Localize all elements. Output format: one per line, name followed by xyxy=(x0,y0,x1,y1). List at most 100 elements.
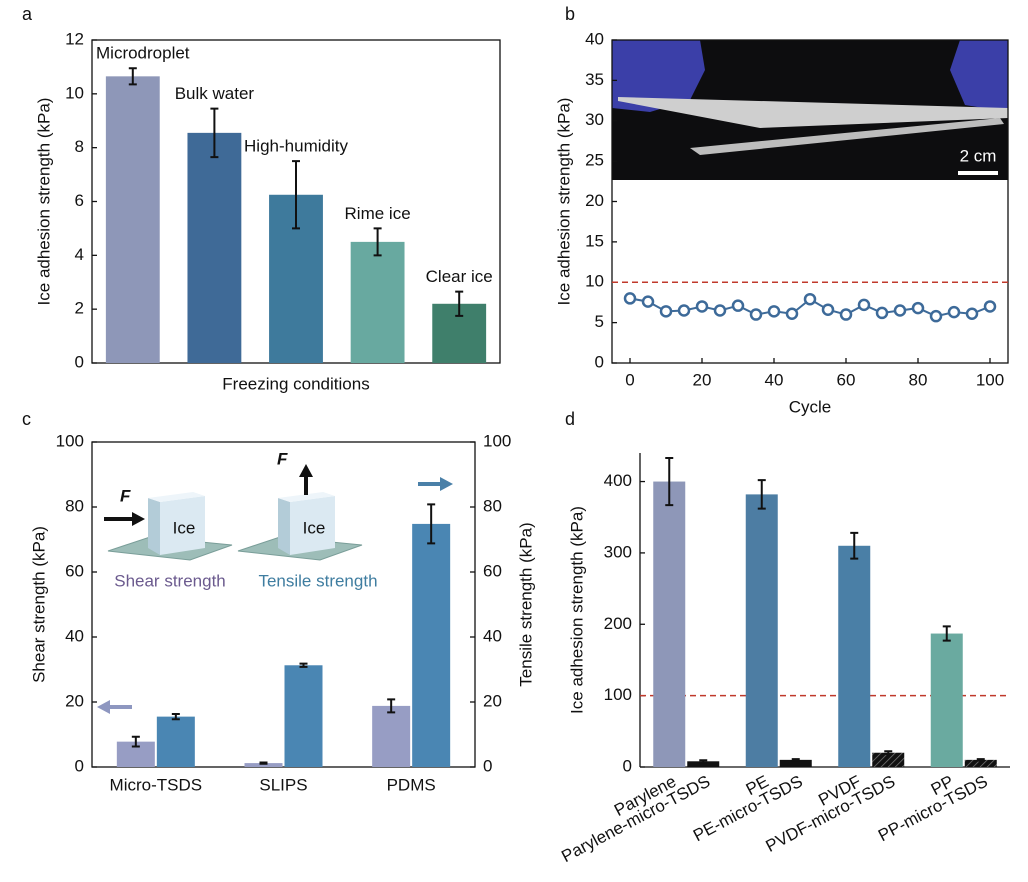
error-bar xyxy=(171,713,180,721)
y-tick-label: 0 xyxy=(595,352,604,371)
x-tick-label: 60 xyxy=(837,370,856,389)
bar xyxy=(964,759,997,767)
y-tick-label: 0 xyxy=(75,756,84,775)
bar xyxy=(872,752,905,767)
x-tick-label: PDMS xyxy=(387,775,436,794)
y-tick-label: 100 xyxy=(604,685,632,704)
error-bar xyxy=(976,758,985,762)
y-tick-label: 60 xyxy=(65,561,84,580)
y-axis-label: Ice adhesion strength (kPa) xyxy=(34,98,53,306)
marker xyxy=(749,308,763,321)
x-tick-label: 40 xyxy=(765,370,784,389)
marker xyxy=(893,304,907,317)
bar-annotation: Microdroplet xyxy=(96,44,190,63)
y2-tick-label: 80 xyxy=(483,496,502,515)
bar-annotation: Rime ice xyxy=(345,204,411,223)
y-tick-label: 100 xyxy=(56,431,84,450)
ice-label: Ice xyxy=(173,518,196,537)
y-axis-label: Ice adhesion strength (kPa) xyxy=(567,506,586,714)
y-tick-label: 30 xyxy=(585,110,604,129)
error-bar xyxy=(942,625,951,642)
y-tick-label: 5 xyxy=(595,312,604,331)
y-tick-label: 10 xyxy=(585,272,604,291)
y-tick-label: 20 xyxy=(585,191,604,210)
y-tick-label: 4 xyxy=(75,245,84,264)
bar xyxy=(745,494,778,767)
y-tick-label: 300 xyxy=(604,542,632,561)
scale-label: 2 cm xyxy=(960,146,997,165)
y2-tick-label: 60 xyxy=(483,561,502,580)
y-tick-label: 400 xyxy=(604,471,632,490)
marker xyxy=(947,305,961,319)
y2-tick-label: 40 xyxy=(483,626,502,645)
bar xyxy=(687,761,720,767)
error-bar xyxy=(292,160,300,230)
y-tick-label: 2 xyxy=(75,299,84,318)
marker xyxy=(929,309,943,323)
bar xyxy=(779,759,812,767)
marker xyxy=(659,305,673,318)
marker xyxy=(785,307,799,320)
y-tick-label: 40 xyxy=(585,29,604,48)
marker xyxy=(857,298,871,312)
marker xyxy=(965,307,979,320)
y-tick-label: 0 xyxy=(75,352,84,371)
bar xyxy=(930,633,963,767)
panel-letter: b xyxy=(565,4,575,24)
x-tick-label: Micro-TSDS xyxy=(110,775,203,794)
y-tick-label: 8 xyxy=(75,137,84,156)
error-bar xyxy=(427,503,436,545)
panel-letter: a xyxy=(22,4,33,24)
x-tick-label: 80 xyxy=(909,370,928,389)
marker xyxy=(731,299,745,312)
error-bar xyxy=(850,531,859,560)
bar xyxy=(244,763,283,767)
y-axis-label: Shear strength (kPa) xyxy=(29,526,48,683)
x-tick-label: SLIPS xyxy=(259,775,307,794)
bar xyxy=(350,241,405,363)
error-bar xyxy=(665,456,674,507)
error-bar xyxy=(210,107,219,159)
y2-tick-label: 100 xyxy=(483,431,511,450)
x-tick-label: 20 xyxy=(693,370,712,389)
photo-inset: 2 cm xyxy=(612,40,1008,180)
y-tick-label: 40 xyxy=(65,626,84,645)
bar-annotation: Bulk water xyxy=(175,84,255,103)
marker xyxy=(983,300,997,313)
marker xyxy=(623,292,637,305)
error-bar xyxy=(455,290,464,317)
marker xyxy=(839,308,853,321)
error-bar xyxy=(757,479,766,510)
bar xyxy=(372,705,411,767)
x-axis-label: Cycle xyxy=(789,397,832,416)
marker xyxy=(875,306,889,320)
ice-label: Ice xyxy=(303,518,326,537)
bar xyxy=(105,76,160,364)
y-tick-label: 80 xyxy=(65,496,84,515)
force-label: F xyxy=(277,449,288,468)
marker xyxy=(911,301,925,315)
legend-label: Shear strength xyxy=(114,571,226,590)
y-tick-label: 20 xyxy=(65,691,84,710)
y-tick-label: 25 xyxy=(585,151,604,170)
error-bar xyxy=(259,761,268,765)
bar-annotation: High-humidity xyxy=(244,137,348,156)
y-tick-label: 35 xyxy=(585,70,604,89)
marker xyxy=(803,292,817,306)
error-bar xyxy=(387,698,396,714)
x-tick-label: 0 xyxy=(625,370,634,389)
marker xyxy=(641,295,655,308)
y-tick-label: 0 xyxy=(623,756,632,775)
force-label: F xyxy=(120,486,131,505)
error-bar xyxy=(373,227,382,257)
x-axis-label: Freezing conditions xyxy=(222,374,369,393)
error-bar xyxy=(128,67,137,86)
marker xyxy=(695,300,709,313)
x-tick-label: Parylene-micro-TSDS xyxy=(558,772,713,866)
y-tick-label: 12 xyxy=(65,29,84,48)
bar xyxy=(653,481,686,767)
marker xyxy=(821,303,835,316)
error-bar xyxy=(131,735,140,748)
y2-tick-label: 0 xyxy=(483,756,492,775)
panel-letter: d xyxy=(565,409,575,429)
